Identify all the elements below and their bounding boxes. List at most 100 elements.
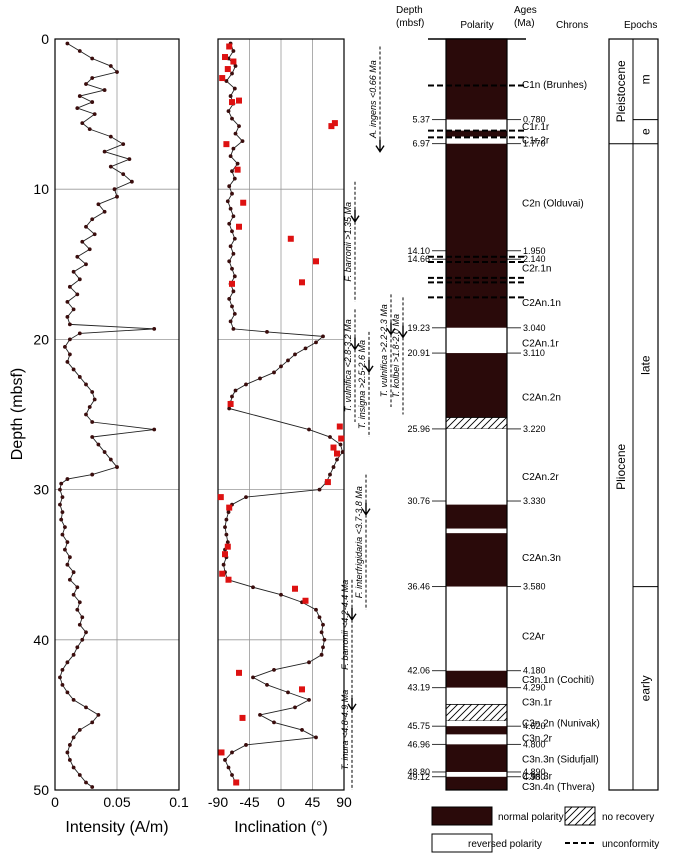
inclination-point [233, 131, 238, 136]
intensity-point [60, 667, 65, 672]
depth-header-line2: (mbsf) [396, 18, 424, 29]
inclination-point [303, 346, 308, 351]
depth-header-line1: Depth [396, 5, 423, 16]
inclination-point [230, 750, 234, 755]
legend-reversed-label: reversed polarity [468, 839, 542, 850]
chron-label: C1r.1r [522, 122, 550, 133]
legend-normal-swatch [431, 806, 493, 826]
bio-arrow [398, 325, 408, 339]
inclination-point [230, 229, 234, 234]
intensity-point [65, 690, 70, 695]
intensity-tick-label: 0 [51, 794, 59, 810]
intensity-point [115, 70, 119, 74]
intensity-point [92, 112, 97, 116]
inclination-point [328, 435, 332, 439]
intensity-point [67, 555, 72, 560]
chron-label: C2r.1n [522, 263, 551, 274]
inclination-point [314, 735, 318, 740]
intensity-point [90, 472, 95, 477]
intensity-point [90, 420, 95, 424]
inclination-red-square [230, 58, 237, 65]
bio-event: F. barronii >1.35 Ma [343, 181, 360, 302]
intensity-point [77, 49, 82, 53]
intensity-point [71, 592, 76, 597]
polarity-block-normal [446, 670, 507, 688]
chron-label: C3n.2r [522, 733, 553, 744]
intensity-point [60, 682, 65, 687]
polarity-block-normal [446, 353, 507, 418]
polarity-block-normal [446, 744, 507, 772]
inclination-point [230, 191, 234, 196]
age-label: 0.780 [523, 115, 546, 125]
inclination-point [317, 615, 322, 620]
inclination-point [223, 758, 227, 762]
intensity-point [71, 269, 76, 274]
intensity-point [102, 450, 107, 454]
intensity-point [67, 577, 72, 582]
chron-label: C2An.1n [522, 298, 561, 309]
inclination-point [237, 124, 241, 129]
inclination-point [227, 184, 232, 189]
bio-arrow [350, 209, 360, 223]
intensity-point [87, 127, 92, 132]
intensity-point [71, 652, 76, 657]
depth-tick-label: 0 [41, 31, 49, 47]
polarity-block-reversed [446, 136, 507, 144]
inclination-point [300, 728, 304, 732]
intensity-point [127, 157, 132, 162]
bio-label: T. kolbei >1.8-2.0 Ma [391, 314, 401, 398]
bio-label: T. vulnifica >2.2-2.3 Ma [379, 304, 389, 397]
inclination-point [321, 334, 325, 339]
inclination-point [331, 465, 336, 469]
intensity-point [65, 540, 70, 545]
intensity-point [80, 615, 85, 620]
inclination-point [228, 154, 233, 159]
intensity-point [67, 743, 72, 747]
intensity-point [90, 56, 95, 61]
inclination-point [272, 370, 276, 375]
intensity-point [80, 121, 85, 126]
intensity-point [65, 477, 70, 481]
bio-event: T. inura <4.8-4.9 Ma [340, 669, 357, 790]
inclination-point [231, 326, 236, 331]
age-label: 3.580 [523, 582, 546, 592]
unconformity-lines [428, 84, 526, 299]
intensity-grid [55, 39, 179, 790]
inclination-red-square [336, 423, 343, 430]
inclination-point [244, 495, 248, 500]
depth-label: 20.91 [407, 348, 430, 358]
intensity-tick-labels: 0 0.05 0.1 [51, 794, 189, 810]
intensity-point [77, 728, 82, 732]
inclination-red-square [227, 400, 234, 407]
bio-event: F. barronii <4.2-4.4 Ma [340, 580, 357, 670]
intensity-point [65, 750, 70, 755]
age-label: 4.980 [523, 772, 546, 782]
intensity-point [63, 345, 67, 349]
intensity-point [67, 758, 72, 762]
inclination-red-square [222, 54, 228, 61]
inclination-point [232, 311, 237, 316]
inclination-red-square [338, 435, 345, 442]
inclination-point [251, 675, 255, 680]
depth-label: 45.75 [407, 721, 430, 731]
subepoch-e: e [639, 128, 653, 135]
intensity-point [129, 179, 134, 184]
inclination-red-square [229, 280, 235, 287]
intensity-point [90, 217, 95, 222]
polarity-column: Depth (mbsf) Polarity Ages (Ma) Chrons E… [396, 5, 657, 793]
depth-tick-label: 40 [33, 632, 49, 648]
inclination-point [244, 743, 248, 747]
bio-arrow [375, 139, 385, 153]
inclination-red-square [331, 120, 338, 127]
polarity-block-normal [446, 39, 507, 120]
intensity-point [96, 713, 101, 717]
inclination-red-square [324, 479, 331, 486]
depth-tick-labels: 0 10 20 30 40 50 [33, 31, 49, 798]
intensity-point [112, 187, 117, 192]
intensity-point [102, 209, 107, 214]
legend-normal-label: normal polarity [498, 812, 564, 823]
intensity-point [75, 254, 80, 259]
inclination-point [322, 637, 327, 642]
